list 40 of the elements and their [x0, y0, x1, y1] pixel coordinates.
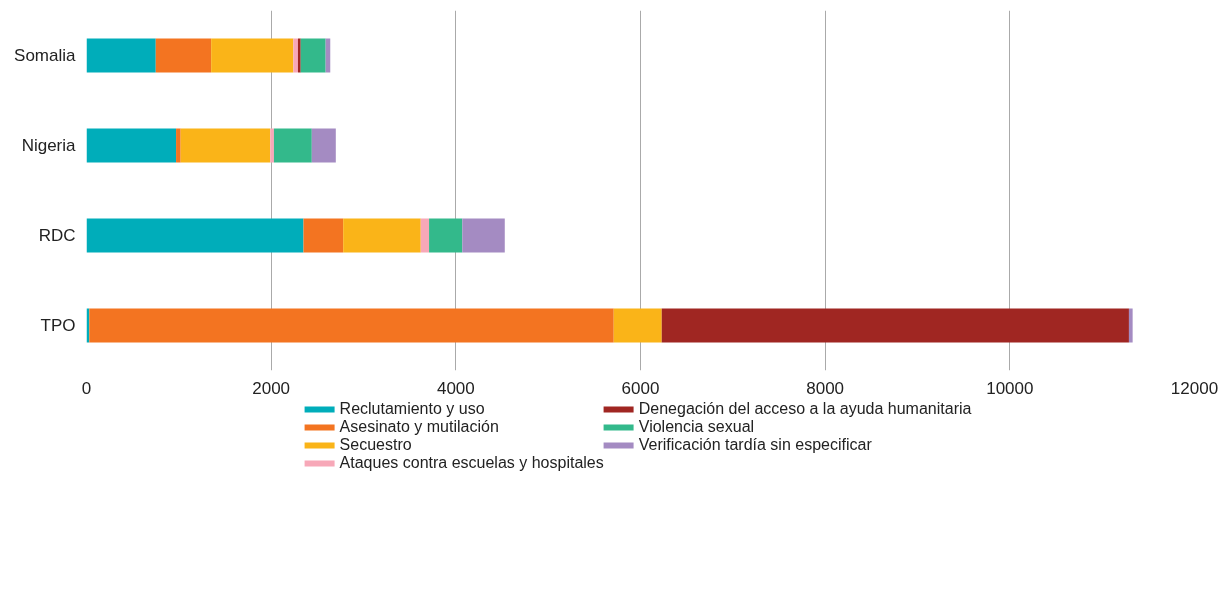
bar: [89, 308, 614, 343]
x-tick-label: 4000: [436, 378, 475, 398]
x-tick-label: 8000: [806, 378, 845, 398]
bar: [180, 128, 271, 163]
bar: [155, 38, 212, 73]
bar: [420, 218, 430, 253]
legend-label: Ataques contra escuelas y hospitales: [339, 454, 604, 472]
y-tick-label: RDC: [38, 226, 76, 245]
bar: [300, 38, 326, 73]
legend-label: Violencia sexual: [638, 418, 755, 436]
y-tick-label: TPO: [40, 316, 76, 335]
legend-label: Verificación tardía sin especificar: [638, 436, 872, 454]
legend-label: Secuestro: [339, 436, 412, 454]
bar: [613, 308, 662, 343]
bar: [343, 218, 421, 253]
y-tick-label: Somalia: [14, 46, 77, 65]
bar: [462, 218, 505, 253]
bar: [311, 128, 336, 163]
x-tick-label: 6000: [621, 378, 660, 398]
legend-label: Reclutamiento y uso: [339, 400, 485, 418]
bar: [270, 128, 274, 163]
x-tick-label: 10000: [986, 378, 1034, 398]
x-tick-label: 0: [81, 378, 92, 398]
bar: [1128, 308, 1133, 343]
legend-label: Asesinato y mutilación: [339, 418, 499, 436]
bar: [273, 128, 312, 163]
bar: [211, 38, 294, 73]
y-tick-label: Nigeria: [21, 136, 77, 155]
bar: [86, 128, 177, 163]
bar: [176, 128, 181, 163]
bar: [293, 38, 298, 73]
legend-label: Denegación del acceso a la ayuda humanitaria: [638, 400, 972, 418]
x-tick-label: 2000: [252, 378, 291, 398]
bar: [297, 38, 301, 73]
bar: [86, 218, 304, 253]
bar: [303, 218, 344, 253]
bar: [661, 308, 1129, 343]
x-tick-label: 12000: [1170, 378, 1219, 398]
bar: [429, 218, 463, 253]
bar: [86, 38, 156, 73]
